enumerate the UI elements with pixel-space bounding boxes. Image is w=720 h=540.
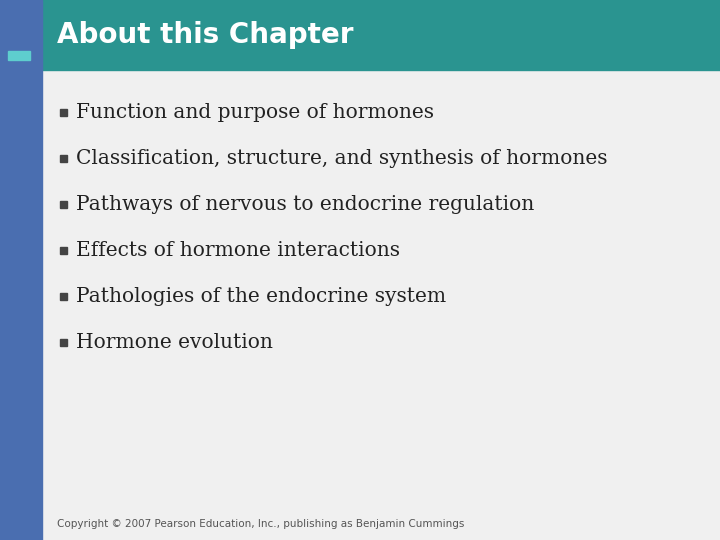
Bar	[0, 0, 42, 540]
Text: About this Chapter: About this Chapter	[57, 21, 354, 49]
Text: Pathologies of the endocrine system: Pathologies of the endocrine system	[76, 287, 446, 306]
Text: Classification, structure, and synthesis of hormones: Classification, structure, and synthesis…	[76, 148, 608, 167]
Text: Effects of hormone interactions: Effects of hormone interactions	[76, 240, 400, 260]
Bar	[8, 25, 30, 34]
Text: Hormone evolution: Hormone evolution	[76, 333, 273, 352]
Bar	[60, 200, 67, 207]
Bar	[60, 293, 67, 300]
Bar	[8, 38, 30, 47]
Bar	[0, 0, 720, 70]
Bar	[8, 12, 30, 21]
Text: Copyright © 2007 Pearson Education, Inc., publishing as Benjamin Cummings: Copyright © 2007 Pearson Education, Inc.…	[57, 519, 464, 529]
Bar	[60, 109, 67, 116]
Bar	[60, 339, 67, 346]
Text: Pathways of nervous to endocrine regulation: Pathways of nervous to endocrine regulat…	[76, 194, 534, 213]
Bar	[60, 154, 67, 161]
Text: Function and purpose of hormones: Function and purpose of hormones	[76, 103, 434, 122]
Bar	[8, 51, 30, 60]
Bar	[60, 246, 67, 253]
